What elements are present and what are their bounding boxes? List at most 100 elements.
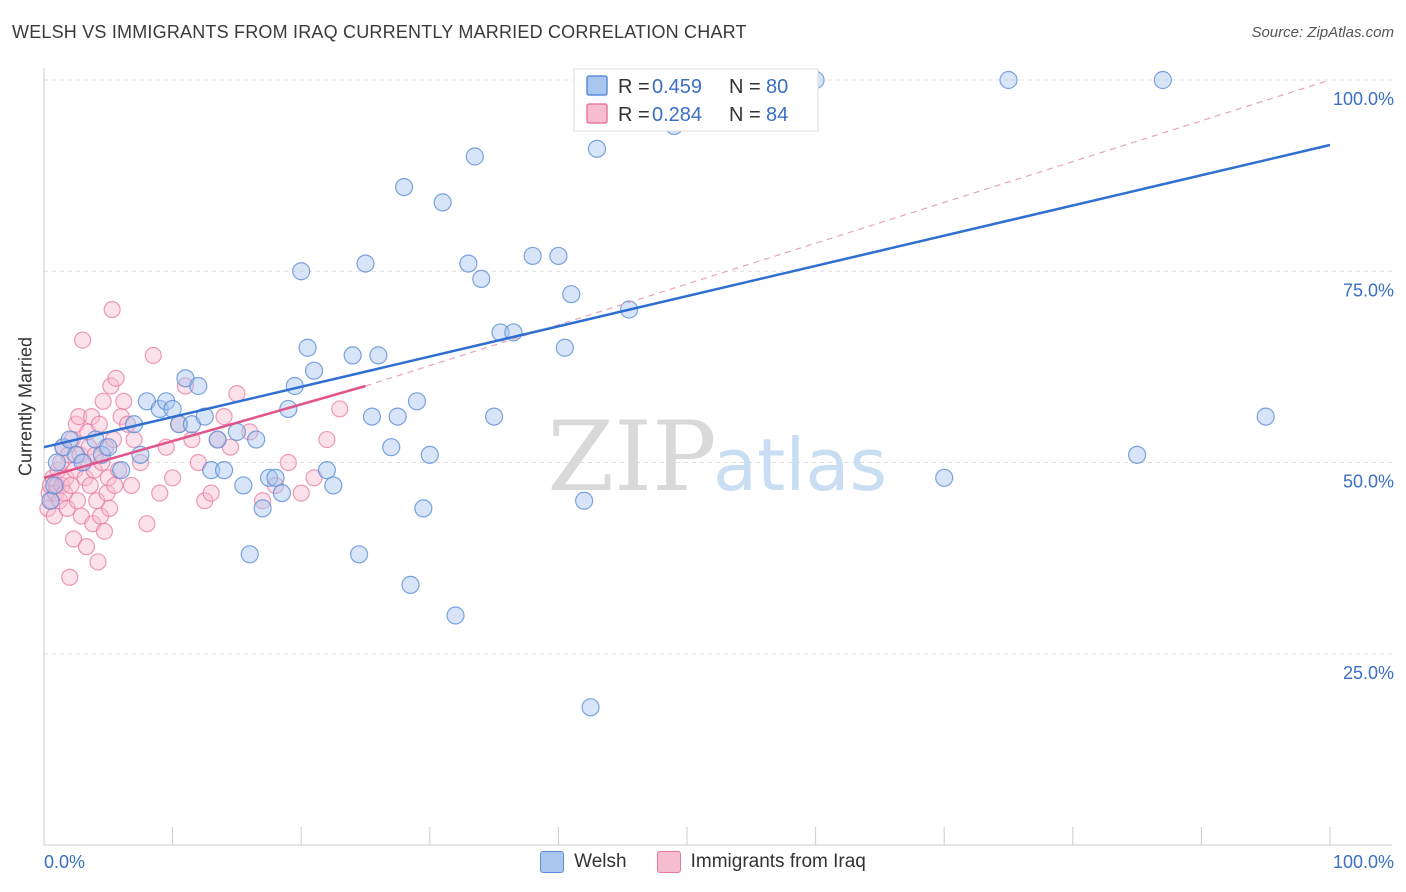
- welsh-point: [272, 484, 292, 503]
- welsh-point: [465, 147, 484, 166]
- welsh-point: [369, 346, 388, 365]
- welsh-point: [45, 476, 64, 495]
- legend-n-value-welsh: 80: [766, 76, 788, 98]
- welsh-point: [189, 376, 208, 396]
- welsh-point: [47, 453, 66, 472]
- iraq-point: [131, 453, 150, 472]
- welsh-point: [259, 468, 279, 487]
- welsh-point: [472, 269, 491, 288]
- legend-item-welsh[interactable]: Welsh: [540, 851, 627, 873]
- welsh-point: [304, 361, 324, 380]
- iraq-point: [331, 400, 349, 418]
- welsh-point: [562, 285, 581, 304]
- legend-n-label-welsh: N =: [729, 76, 761, 98]
- iraq-point: [151, 484, 169, 502]
- iraq-point: [70, 408, 88, 426]
- welsh-point: [459, 254, 478, 273]
- welsh-point: [99, 438, 118, 457]
- welsh-point: [112, 461, 131, 480]
- welsh-point: [362, 407, 382, 426]
- x-tick-label-right: 100.0%: [1333, 852, 1394, 872]
- y-tick-labels: 25.0% 50.0% 75.0% 100.0%: [1333, 89, 1394, 683]
- welsh-point: [1256, 407, 1275, 426]
- welsh-point: [446, 606, 465, 625]
- legend-swatch-iraq: [586, 103, 608, 124]
- welsh-point: [935, 468, 954, 487]
- iraq-point: [64, 530, 83, 548]
- welsh-point: [485, 407, 504, 426]
- legend-box-frame: [573, 68, 819, 132]
- welsh-point: [581, 698, 600, 717]
- welsh-point: [234, 476, 253, 495]
- iraq-point: [318, 430, 336, 449]
- iraq-point: [100, 499, 119, 517]
- welsh-point: [1153, 70, 1172, 90]
- welsh-point: [575, 491, 594, 510]
- welsh-point: [298, 338, 317, 357]
- iraq-trend-extension: [365, 79, 1331, 387]
- legend-swatch-iraq-bottom: [656, 851, 681, 873]
- legend-swatch-welsh-bottom: [540, 851, 565, 873]
- trend-lines: [43, 79, 1331, 480]
- welsh-point: [208, 430, 227, 449]
- iraq-point: [95, 522, 114, 540]
- welsh-point: [420, 445, 439, 464]
- iraq-point: [215, 408, 233, 426]
- welsh-point: [401, 575, 420, 595]
- watermark-atlas: atlas: [713, 423, 887, 507]
- welsh-trend-line: [43, 143, 1331, 449]
- iraq-point: [266, 476, 285, 495]
- legend-r-value-iraq: 0.284: [652, 104, 702, 126]
- y-tick-label: 75.0%: [1343, 280, 1394, 300]
- welsh-point: [266, 468, 285, 487]
- chart-title: WELSH VS IMMIGRANTS FROM IRAQ CURRENTLY …: [12, 22, 747, 42]
- welsh-point: [349, 545, 369, 564]
- iraq-trend-line: [43, 384, 366, 480]
- bottom-legend: Welsh Immigrants from Iraq: [0, 851, 1406, 873]
- welsh-point: [214, 461, 234, 480]
- welsh-point: [247, 430, 266, 449]
- iraq-point: [94, 392, 112, 410]
- welsh-point: [999, 70, 1018, 90]
- iraq-point: [125, 430, 143, 449]
- legend-n-label-iraq: N =: [729, 104, 761, 126]
- legend-label-iraq: Immigrants from Iraq: [690, 851, 866, 872]
- iraq-point: [89, 553, 107, 571]
- legend-r-value-welsh: 0.459: [652, 76, 702, 98]
- welsh-point: [394, 178, 414, 197]
- iraq-point: [164, 469, 182, 487]
- welsh-point: [407, 392, 427, 411]
- welsh-point: [356, 254, 375, 273]
- iraq-point: [81, 476, 99, 495]
- iraq-point: [77, 538, 96, 556]
- legend-item-iraq[interactable]: Immigrants from Iraq: [656, 851, 866, 873]
- iraq-point: [106, 476, 124, 495]
- iraq-point: [122, 476, 141, 495]
- iraq-point: [228, 385, 246, 403]
- iraq-points: [39, 300, 349, 586]
- legend-r-label-iraq: R =: [618, 104, 650, 126]
- x-tick-labels: 0.0% 100.0%: [44, 852, 1394, 872]
- welsh-points: [41, 70, 1275, 717]
- iraq-point: [241, 423, 259, 441]
- source-label: Source: ZipAtlas.com: [1251, 24, 1394, 41]
- y-tick-label: 50.0%: [1343, 472, 1394, 492]
- iraq-point: [292, 484, 310, 502]
- watermark: ZIP atlas: [547, 401, 887, 513]
- legend-r-label-welsh: R =: [618, 76, 650, 98]
- iraq-point: [115, 392, 133, 410]
- welsh-point: [549, 246, 568, 266]
- iraq-point: [73, 331, 92, 349]
- welsh-point: [433, 193, 452, 212]
- legend-n-value-iraq: 84: [766, 104, 788, 126]
- iraq-point: [138, 515, 156, 533]
- welsh-point: [41, 491, 60, 510]
- iraq-point: [61, 568, 79, 586]
- watermark-zip: ZIP: [547, 401, 716, 513]
- iraq-point: [176, 377, 195, 395]
- welsh-point: [227, 422, 246, 441]
- welsh-point: [292, 262, 311, 281]
- iraq-point: [144, 346, 162, 364]
- welsh-point: [388, 407, 407, 426]
